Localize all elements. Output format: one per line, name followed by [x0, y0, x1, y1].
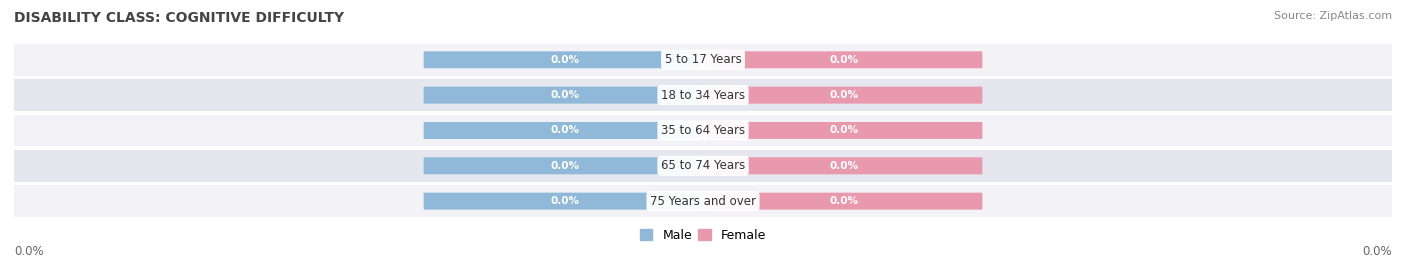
Text: 18 to 34 Years: 18 to 34 Years: [661, 89, 745, 102]
Text: 0.0%: 0.0%: [830, 55, 859, 65]
Text: Source: ZipAtlas.com: Source: ZipAtlas.com: [1274, 11, 1392, 21]
FancyBboxPatch shape: [706, 193, 983, 210]
Text: 75 Years and over: 75 Years and over: [650, 195, 756, 208]
FancyBboxPatch shape: [706, 51, 983, 68]
FancyBboxPatch shape: [706, 87, 983, 104]
Text: 0.0%: 0.0%: [830, 125, 859, 136]
Text: DISABILITY CLASS: COGNITIVE DIFFICULTY: DISABILITY CLASS: COGNITIVE DIFFICULTY: [14, 11, 344, 25]
Text: 0.0%: 0.0%: [551, 90, 579, 100]
Text: 5 to 17 Years: 5 to 17 Years: [665, 53, 741, 66]
Text: 0.0%: 0.0%: [551, 55, 579, 65]
FancyBboxPatch shape: [423, 193, 700, 210]
Text: 0.0%: 0.0%: [551, 125, 579, 136]
FancyBboxPatch shape: [423, 122, 700, 139]
Text: 0.0%: 0.0%: [14, 245, 44, 258]
Bar: [14, 115, 1392, 146]
Text: 0.0%: 0.0%: [830, 161, 859, 171]
FancyBboxPatch shape: [423, 87, 700, 104]
Text: 0.0%: 0.0%: [551, 161, 579, 171]
Text: 0.0%: 0.0%: [830, 196, 859, 206]
FancyBboxPatch shape: [423, 157, 700, 174]
Bar: [14, 185, 1392, 217]
Text: 35 to 64 Years: 35 to 64 Years: [661, 124, 745, 137]
Bar: [14, 79, 1392, 111]
FancyBboxPatch shape: [423, 51, 700, 68]
Bar: [14, 44, 1392, 76]
Text: 0.0%: 0.0%: [551, 196, 579, 206]
Legend: Male, Female: Male, Female: [636, 224, 770, 247]
FancyBboxPatch shape: [706, 122, 983, 139]
Bar: [14, 150, 1392, 182]
Text: 0.0%: 0.0%: [830, 90, 859, 100]
Text: 65 to 74 Years: 65 to 74 Years: [661, 159, 745, 172]
Text: 0.0%: 0.0%: [1362, 245, 1392, 258]
FancyBboxPatch shape: [706, 157, 983, 174]
